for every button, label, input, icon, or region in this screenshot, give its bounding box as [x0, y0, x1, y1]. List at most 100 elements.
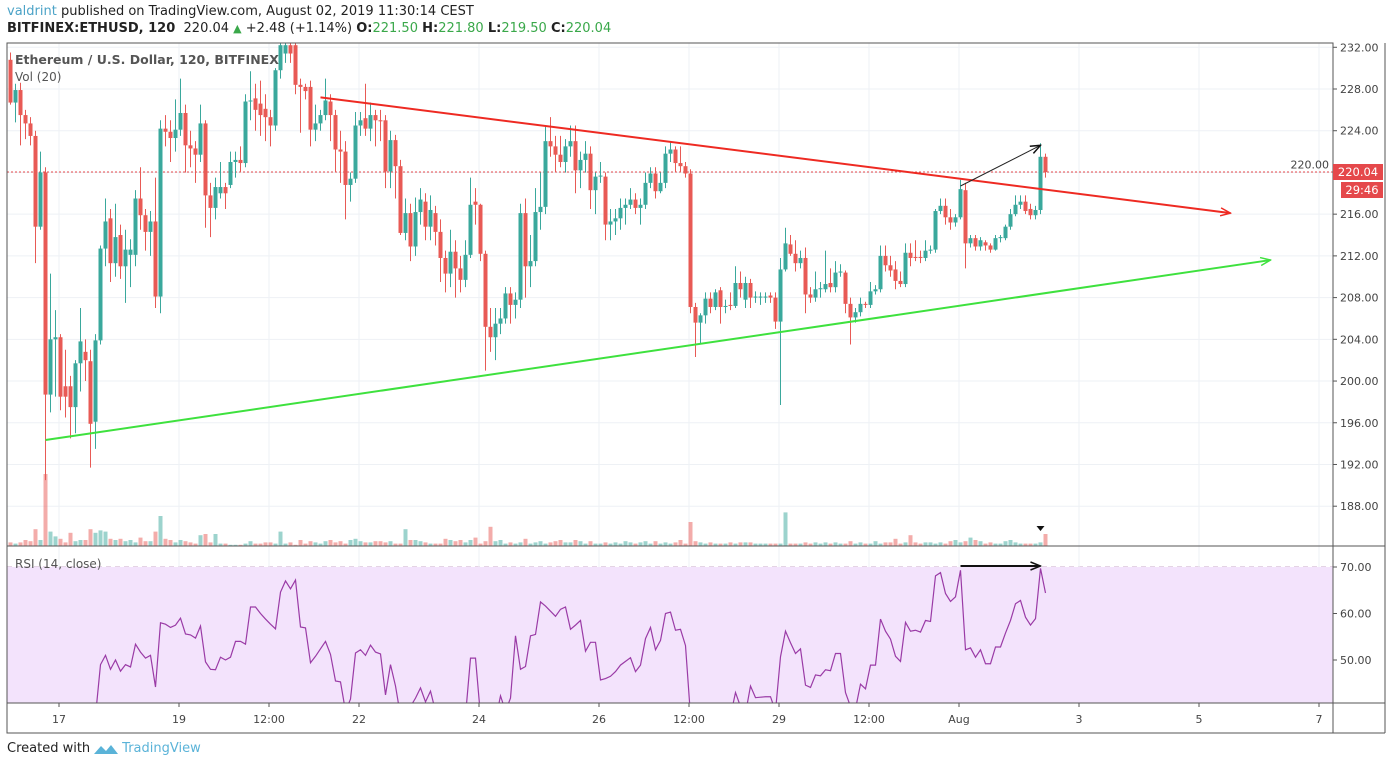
candle-body [283, 45, 288, 54]
candle [438, 219, 443, 282]
candle [668, 141, 673, 163]
candle-body [293, 45, 298, 85]
tradingview-link[interactable]: TradingView [122, 741, 201, 756]
candle [278, 43, 283, 79]
candle-body [623, 204, 628, 208]
candle-body [223, 187, 228, 194]
candle [393, 134, 398, 199]
candle-body [133, 198, 138, 255]
candle-body [723, 305, 728, 307]
volume-bar [863, 543, 868, 546]
candle [13, 83, 18, 123]
candle [1043, 153, 1048, 178]
candle [18, 82, 23, 146]
candle-body [298, 84, 303, 87]
candle [108, 208, 113, 282]
volume-bar [898, 543, 903, 546]
candle [58, 334, 63, 411]
volume-bar [53, 536, 58, 546]
candle [98, 245, 103, 345]
volume-bar [513, 543, 518, 546]
candle-body [663, 153, 668, 183]
rsi-tick-label: 50.00 [1340, 654, 1372, 667]
volume-bar [788, 543, 793, 546]
candle [508, 287, 513, 324]
volume-bar [338, 541, 343, 546]
candle [953, 214, 958, 227]
candle [443, 250, 448, 293]
candle-body [228, 162, 233, 185]
volume-bar [283, 543, 288, 546]
candle [193, 141, 198, 183]
candle-body [1013, 204, 1018, 215]
candle [603, 172, 608, 241]
volume-bar [968, 537, 973, 546]
up-triangle-icon: ▲ [233, 22, 242, 35]
breakout-arrow [960, 145, 1041, 187]
candle-body [43, 172, 48, 395]
candle-body [238, 159, 243, 164]
candle [318, 109, 323, 131]
volume-bar [818, 543, 823, 546]
candle [823, 250, 828, 293]
time-tick-label: 24 [472, 713, 486, 726]
volume-bars [8, 474, 1048, 546]
candle-body [893, 269, 898, 281]
volume-bar [733, 543, 738, 546]
volume-bar [238, 544, 243, 546]
volume-bar [8, 542, 13, 546]
open-label: O: [356, 21, 373, 36]
volume-bar [523, 538, 528, 546]
volume-bar [108, 538, 113, 546]
symbol: BITFINEX:ETHUSD, 120 [7, 21, 176, 36]
candle [768, 292, 773, 303]
volume-bar [743, 542, 748, 546]
candle-body [173, 129, 178, 139]
volume-bar [103, 531, 108, 546]
volume-bar [163, 538, 168, 546]
candle [538, 172, 543, 230]
volume-bar [243, 543, 248, 546]
candle-body [758, 296, 763, 298]
volume-bar [438, 543, 443, 546]
author-link[interactable]: valdrint [7, 4, 57, 19]
candle [38, 151, 43, 230]
volume-bar [713, 543, 718, 546]
candle [1023, 195, 1028, 215]
candle-body [813, 289, 818, 298]
price-tick-label: 188.00 [1340, 500, 1379, 513]
volume-bar [768, 543, 773, 546]
volume-bar [323, 541, 328, 546]
candle-body [788, 244, 793, 254]
volume-bar [153, 531, 158, 546]
candle [558, 135, 563, 168]
candle-body [398, 166, 403, 233]
price-tick-label: 192.00 [1340, 458, 1379, 471]
volume-bar [73, 541, 78, 546]
candle-body [748, 282, 753, 298]
candle-body [38, 172, 43, 227]
candle [493, 308, 498, 361]
candle-body [163, 128, 168, 132]
candle [753, 291, 758, 303]
candle [808, 287, 813, 303]
volume-bar [763, 543, 768, 546]
candle-body [183, 112, 188, 146]
volume-bar [268, 542, 273, 546]
volume-bar [833, 542, 838, 546]
volume-bar [418, 541, 423, 546]
rsi-pane [96, 566, 1047, 703]
candle [1013, 195, 1018, 217]
publish-info: valdrint published on TradingView.com, A… [7, 4, 474, 19]
candle [433, 205, 438, 246]
candle-body [158, 128, 163, 297]
volume-bar [923, 542, 928, 546]
volume-bar [973, 540, 978, 546]
high-label: H: [422, 21, 439, 36]
volume-bar [783, 512, 788, 546]
candle-body [103, 221, 108, 249]
time-tick-label: 3 [1076, 713, 1083, 726]
volume-bar [378, 541, 383, 546]
volume-bar [208, 542, 213, 546]
